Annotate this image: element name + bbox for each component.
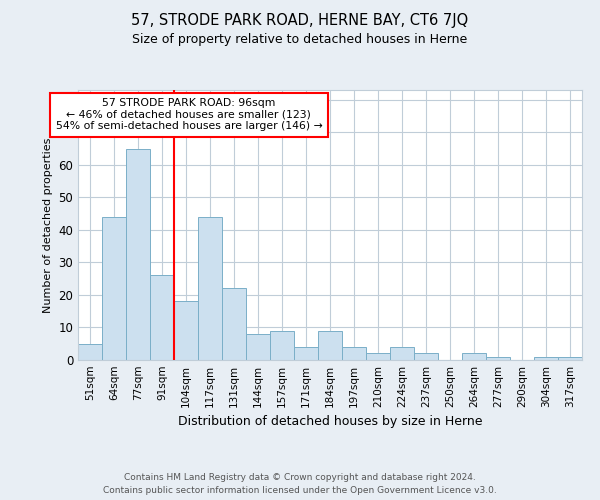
Bar bbox=[78, 344, 102, 360]
Bar bbox=[126, 148, 150, 360]
Bar bbox=[174, 302, 198, 360]
Bar bbox=[270, 330, 294, 360]
Bar bbox=[486, 356, 510, 360]
Bar bbox=[294, 347, 318, 360]
Text: 57, STRODE PARK ROAD, HERNE BAY, CT6 7JQ: 57, STRODE PARK ROAD, HERNE BAY, CT6 7JQ bbox=[131, 12, 469, 28]
Y-axis label: Number of detached properties: Number of detached properties bbox=[43, 138, 53, 312]
X-axis label: Distribution of detached houses by size in Herne: Distribution of detached houses by size … bbox=[178, 416, 482, 428]
Text: Size of property relative to detached houses in Herne: Size of property relative to detached ho… bbox=[133, 32, 467, 46]
Bar bbox=[534, 356, 558, 360]
Bar bbox=[414, 354, 438, 360]
Bar bbox=[150, 276, 174, 360]
Bar bbox=[342, 347, 366, 360]
Bar bbox=[246, 334, 270, 360]
Bar bbox=[366, 354, 390, 360]
Bar bbox=[318, 330, 342, 360]
Bar bbox=[102, 217, 126, 360]
Bar bbox=[390, 347, 414, 360]
Text: 57 STRODE PARK ROAD: 96sqm
← 46% of detached houses are smaller (123)
54% of sem: 57 STRODE PARK ROAD: 96sqm ← 46% of deta… bbox=[56, 98, 322, 132]
Bar bbox=[462, 354, 486, 360]
Bar bbox=[222, 288, 246, 360]
Bar bbox=[198, 217, 222, 360]
Text: Contains HM Land Registry data © Crown copyright and database right 2024.
Contai: Contains HM Land Registry data © Crown c… bbox=[103, 474, 497, 495]
Bar bbox=[558, 356, 582, 360]
